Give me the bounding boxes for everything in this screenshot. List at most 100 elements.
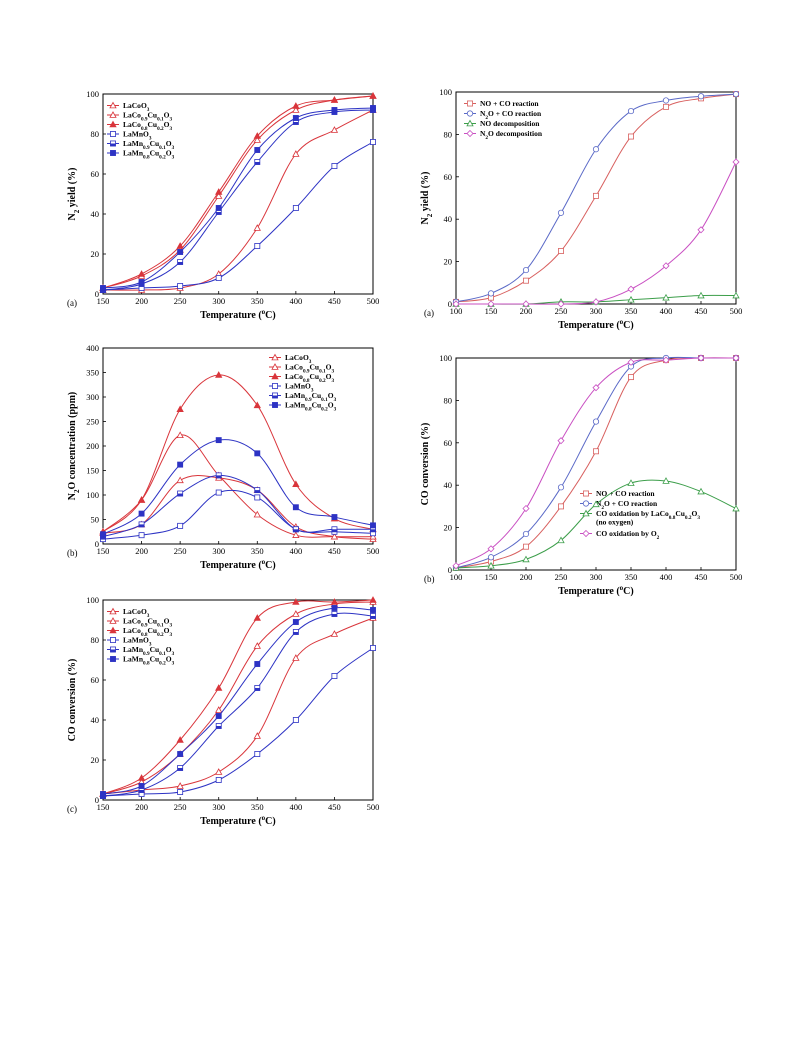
x-tick-label: 400 <box>660 572 673 582</box>
data-point <box>452 562 460 570</box>
data-point <box>662 293 670 301</box>
data-point <box>522 555 530 563</box>
data-point <box>330 630 339 637</box>
data-point <box>331 163 338 169</box>
n2-yield-chart-perovskites: 150 200 250 300 350 400 450 500 0 20 40 60 80 100 Temp… <box>67 89 379 321</box>
data-point-fill <box>100 796 106 799</box>
legend-marker <box>110 150 116 156</box>
data-point <box>370 139 376 145</box>
data-point <box>253 132 261 139</box>
legend-marker <box>271 363 279 370</box>
legend-marker <box>583 490 589 497</box>
series-line <box>102 617 374 795</box>
data-point-fill <box>100 536 106 540</box>
y-tick-label: 20 <box>444 523 453 533</box>
data-point <box>254 243 261 249</box>
data-point <box>592 384 600 392</box>
y-tick-label: 100 <box>86 490 99 500</box>
x-tick-label: 450 <box>695 572 708 582</box>
data-point <box>254 751 261 757</box>
data-point <box>331 107 338 113</box>
data-point <box>137 270 146 277</box>
y-tick-label: 40 <box>444 480 453 490</box>
y-axis-label: N2O concentration (ppm) <box>67 392 81 501</box>
legend-label: N2O decomposition <box>480 129 543 141</box>
data-point <box>253 732 261 739</box>
y-tick-label: 100 <box>86 595 99 605</box>
legend-label: N2O + CO reaction <box>596 499 658 511</box>
x-tick-label: 350 <box>625 572 638 582</box>
data-point-fill <box>177 768 183 771</box>
x-tick-label: 450 <box>328 546 341 556</box>
data-point <box>662 477 670 484</box>
x-tick-label: 200 <box>520 306 533 316</box>
data-point <box>253 642 261 649</box>
panel-label: (a) <box>424 308 434 318</box>
data-point <box>215 777 222 783</box>
legend-marker-fill <box>110 649 116 653</box>
data-point <box>370 645 376 651</box>
legend-marker <box>271 353 279 361</box>
y-tick-label: 20 <box>91 249 100 259</box>
data-point <box>138 279 145 285</box>
data-point <box>662 356 670 364</box>
y-tick-label: 20 <box>444 257 453 267</box>
x-tick-label: 300 <box>212 546 225 556</box>
legend-marker <box>110 637 116 643</box>
legend-label: LaMnO3 <box>123 130 152 142</box>
data-point-fill <box>216 475 222 478</box>
data-point <box>254 147 261 153</box>
data-point <box>330 96 339 103</box>
legend-marker <box>109 617 117 624</box>
x-tick-label: 350 <box>625 306 638 316</box>
x-axis-label: Temperature (oC) <box>200 308 275 321</box>
data-point <box>100 285 106 291</box>
x-tick-label: 500 <box>730 306 743 316</box>
data-point <box>254 450 261 457</box>
y-axis-label: N2 yield (%) <box>420 172 434 225</box>
data-point <box>487 545 495 553</box>
data-point <box>292 106 300 113</box>
data-point <box>369 596 377 603</box>
data-point <box>215 684 223 691</box>
x-tick-label: 250 <box>174 546 187 556</box>
legend-label: LaMnO3 <box>123 636 152 648</box>
data-point <box>253 510 261 518</box>
data-point <box>292 205 299 211</box>
data-point <box>487 300 495 308</box>
data-point <box>215 713 222 719</box>
y-tick-label: 20 <box>91 755 100 765</box>
x-tick-label: 250 <box>174 296 187 306</box>
data-point-fill <box>216 726 222 729</box>
data-point <box>292 150 300 157</box>
data-point <box>215 192 223 199</box>
data-point <box>592 500 600 508</box>
x-tick-label: 150 <box>97 546 110 556</box>
x-tick-label: 300 <box>212 802 225 812</box>
data-point <box>331 514 338 520</box>
y-tick-label: 60 <box>444 438 453 448</box>
legend-marker-fill <box>110 143 116 147</box>
legend-marker <box>466 110 474 117</box>
legend-marker <box>272 383 278 389</box>
y-tick-label: 40 <box>444 214 453 224</box>
data-point <box>137 496 146 503</box>
series-3 <box>452 158 740 308</box>
data-point-fill <box>254 162 260 165</box>
data-point <box>176 736 184 743</box>
x-tick-label: 150 <box>485 572 498 582</box>
plot-frame <box>102 599 374 801</box>
legend-marker <box>466 119 474 127</box>
data-point <box>215 371 223 378</box>
x-axis-label: Temperature (oC) <box>200 814 275 827</box>
y-tick-label: 40 <box>91 715 100 725</box>
data-point <box>627 358 635 366</box>
data-point-fill <box>293 529 299 532</box>
x-axis-label: Temperature (oC) <box>558 584 633 597</box>
x-tick-label: 200 <box>135 296 148 306</box>
x-tick-label: 450 <box>695 306 708 316</box>
y-tick-label: 40 <box>91 209 100 219</box>
x-tick-label: 150 <box>97 296 110 306</box>
data-point <box>292 654 300 661</box>
data-point <box>292 610 300 617</box>
